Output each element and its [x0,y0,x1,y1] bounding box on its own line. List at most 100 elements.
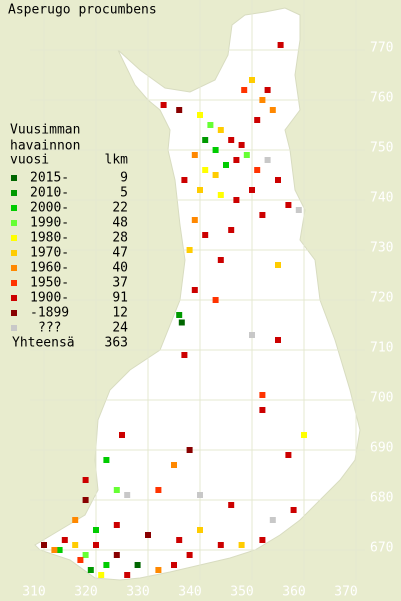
legend-count: 37 [112,276,128,291]
observation [295,207,302,213]
observation [249,77,255,83]
observation [197,492,203,498]
observation [191,152,198,158]
observation [124,572,131,578]
observation [56,547,63,553]
legend-count: 47 [112,246,128,261]
observation [233,197,240,203]
observation [124,492,131,498]
observation [191,217,198,223]
observation [269,517,276,523]
legend-count: 91 [112,291,128,306]
x-tick-label: 370 [334,585,357,600]
legend-label: 1970- [30,246,69,261]
observation [264,157,271,163]
y-tick-label: 710 [370,341,393,356]
legend-label: 1960- [30,261,69,276]
observation [212,147,219,153]
observation [72,517,79,523]
legend-swatch [11,190,17,196]
observation [238,542,245,548]
legend-count: 48 [112,216,128,231]
legend-label: 2000- [30,201,69,216]
observation [217,127,224,133]
observation [202,167,209,173]
observation [212,172,219,178]
y-tick-label: 680 [370,491,393,506]
y-tick-label: 770 [370,41,393,56]
legend-swatch [11,280,17,286]
legend-swatch [11,235,17,241]
observation [249,332,255,338]
legend-swatch [11,220,17,226]
observation [87,567,94,573]
y-tick-label: 690 [370,441,393,456]
grid [30,0,365,580]
legend-count: 28 [112,231,128,246]
observation [228,502,235,508]
y-tick-label: 750 [370,141,393,156]
legend-label: 2015- [30,171,69,186]
legend-header: vuosi [10,153,49,168]
observation [275,337,281,343]
observation [51,547,58,553]
observation [264,87,271,93]
observation [241,87,248,93]
observation [259,392,266,398]
observation [228,227,235,233]
y-tick-label: 700 [370,391,393,406]
x-tick-label: 360 [282,585,305,600]
legend-count: 24 [112,321,128,336]
observation [223,162,229,168]
observation [207,122,214,128]
observation [186,447,193,453]
legend-label: 1980- [30,231,69,246]
observation [171,562,177,568]
legend-label: ??? [38,321,61,336]
observation [176,537,183,543]
observation [259,212,266,218]
observation [254,117,261,123]
x-tick-label: 350 [230,585,253,600]
observation [275,262,281,268]
legend-swatch [11,295,17,301]
observation [275,177,281,183]
observation [103,562,110,568]
observation [197,112,203,118]
observation [243,152,250,158]
legend-header: Vuusimman [10,123,80,138]
y-tick-label: 720 [370,291,393,306]
observation [202,137,209,143]
observation [197,527,203,533]
observation [212,297,219,303]
observation [228,137,235,143]
observation [119,432,125,438]
x-tick-label: 320 [74,585,97,600]
legend-swatch [11,205,17,211]
observation [202,232,209,238]
observation [259,97,266,103]
legend-label: 1990- [30,216,69,231]
observation [176,107,183,113]
legend-label: 1900- [30,291,69,306]
legend-label: 1950- [30,276,69,291]
legend-swatch [11,325,17,331]
observation [113,487,120,493]
observation [113,552,120,558]
observation [82,552,89,558]
observation [181,177,188,183]
observation [77,557,84,563]
observation [238,142,245,148]
observation [290,507,297,513]
y-tick-label: 740 [370,191,393,206]
observation [113,522,120,528]
observation [233,157,240,163]
observations [41,42,307,578]
map-title: Asperugo procumbens [8,3,157,18]
legend-swatch [11,175,17,181]
legend: 2015- 9 2010- 5 2000- 22 1990- 48 1980- 28 1970- 47… [11,171,128,336]
observation [171,462,177,468]
observation [82,477,89,483]
legend-swatch [11,265,17,271]
